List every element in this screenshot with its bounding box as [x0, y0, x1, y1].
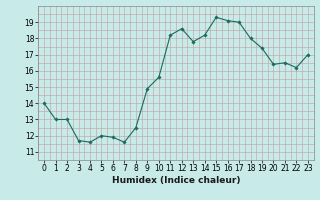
- X-axis label: Humidex (Indice chaleur): Humidex (Indice chaleur): [112, 176, 240, 185]
